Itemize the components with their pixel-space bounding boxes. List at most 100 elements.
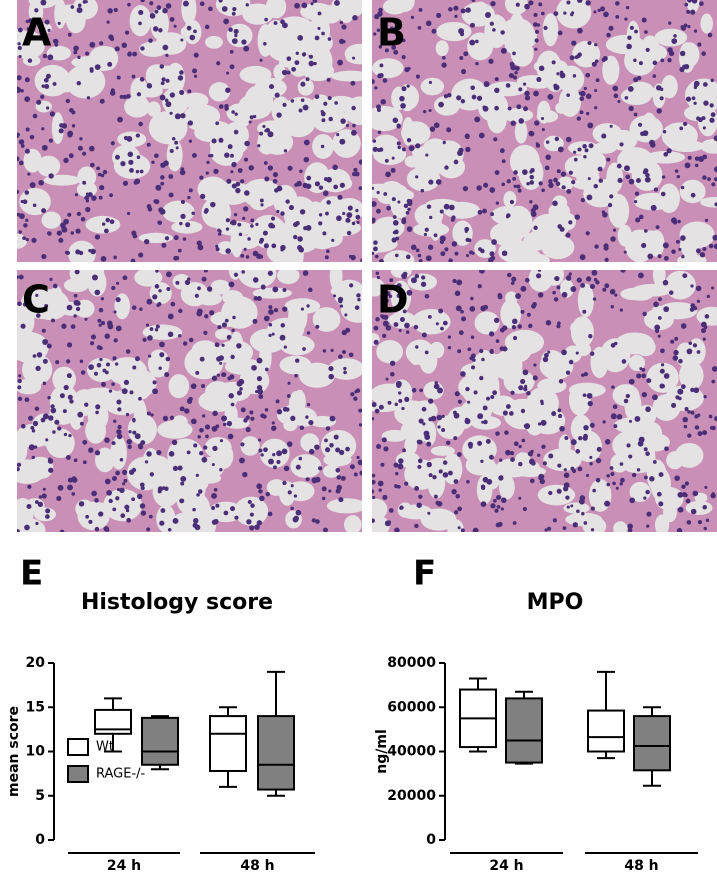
nucleus [557,146,564,153]
nucleus [690,303,696,309]
nucleus [707,177,711,182]
nucleus [281,448,288,455]
alveolus [683,372,700,385]
nucleus [703,526,707,531]
nucleus [457,399,462,404]
nucleus [76,7,83,14]
nucleus [534,120,540,126]
nucleus [686,520,692,525]
alveolus [322,219,361,237]
nucleus [594,106,598,110]
nucleus [225,248,231,254]
nucleus [104,333,110,339]
alveolus [677,254,707,262]
nucleus [523,106,529,112]
nucleus [157,220,163,225]
nucleus [459,56,464,60]
nucleus [600,6,606,12]
alveolus [204,436,232,459]
nucleus [623,398,629,404]
alveolus [170,442,184,462]
nucleus [684,2,689,7]
nucleus [652,74,657,78]
alveolus [372,58,404,79]
alveolus [210,310,248,327]
nucleus [541,444,546,449]
nucleus [505,215,509,219]
nucleus [353,472,358,477]
alveolus [537,484,576,506]
nucleus [27,172,31,176]
nucleus [628,454,633,459]
nucleus [47,458,54,464]
nucleus [74,270,80,275]
nucleus [358,186,362,190]
nucleus [401,219,407,225]
nucleus [191,152,197,158]
nucleus [17,212,21,217]
nucleus [235,181,241,187]
nucleus [553,11,559,16]
nucleus [460,98,466,104]
nucleus [214,342,220,348]
nucleus [494,508,499,513]
nucleus [337,194,343,200]
nucleus [384,48,389,53]
nucleus [404,481,409,486]
nucleus [448,7,453,12]
nucleus [509,61,515,67]
nucleus [230,354,235,360]
nucleus [529,174,535,180]
nucleus [603,243,609,249]
nucleus [186,450,191,455]
nucleus [221,343,225,347]
nucleus [28,415,34,421]
nucleus [328,489,332,493]
alveolus [257,131,276,155]
nucleus [585,473,590,478]
nucleus [471,365,476,370]
nucleus [268,323,273,327]
nucleus [511,325,517,330]
nucleus [633,112,638,117]
nucleus [512,75,518,80]
nucleus [94,498,99,503]
legend-swatch [67,765,89,783]
nucleus [536,273,542,279]
nucleus [238,378,245,385]
alveolus [474,311,500,335]
nucleus [239,387,243,391]
nucleus [321,496,326,501]
nucleus [564,435,569,440]
nucleus [98,307,104,313]
alveolus [430,445,455,456]
nucleus [470,353,476,359]
nucleus [231,110,235,114]
nucleus [182,341,188,346]
nucleus [419,388,423,393]
nucleus [566,93,570,97]
nucleus [128,159,134,165]
nucleus [586,276,592,282]
nucleus [255,222,259,226]
nucleus [171,136,176,141]
nucleus [645,406,651,413]
nucleus [662,242,669,249]
nucleus [424,293,430,299]
nucleus [404,322,410,329]
nucleus [159,208,166,215]
nucleus [385,291,391,297]
nucleus [323,527,328,532]
nucleus [499,458,503,462]
nucleus [592,297,597,301]
nucleus [451,488,457,495]
alveolus [399,504,433,520]
alveolus [134,270,163,287]
nucleus [396,141,401,146]
nucleus [428,398,434,404]
nucleus [377,130,382,134]
nucleus [252,114,257,119]
nucleus [494,87,500,94]
nucleus [435,322,439,326]
nucleus [416,502,422,508]
